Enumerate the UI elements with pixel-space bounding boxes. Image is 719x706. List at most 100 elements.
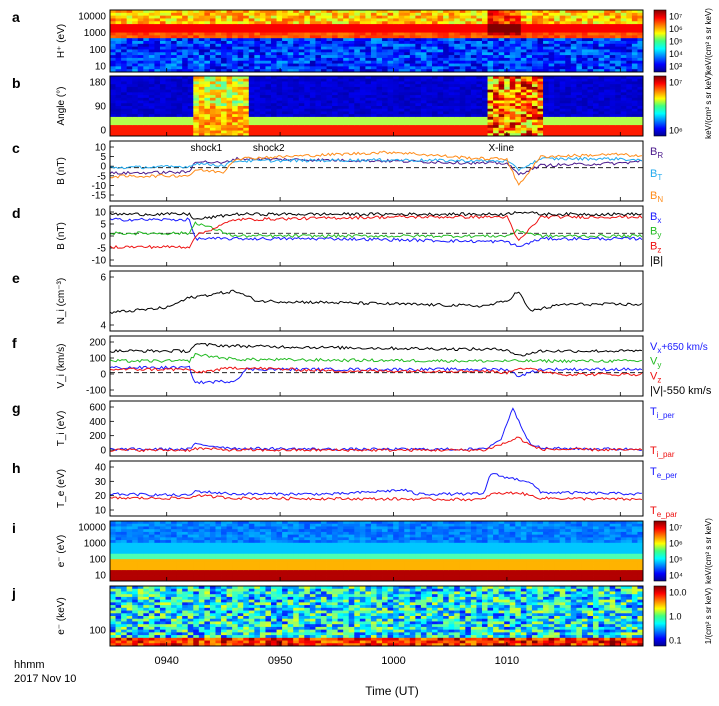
heatmap-cell: [121, 130, 128, 134]
heatmap-cell: [182, 18, 189, 22]
heatmap-cell: [115, 548, 122, 552]
heatmap-cell: [148, 572, 155, 576]
heatmap-cell: [282, 127, 289, 131]
heatmap-cell: [404, 52, 411, 56]
heatmap-cell: [376, 21, 383, 25]
heatmap-cell: [515, 10, 522, 14]
heatmap-cell: [298, 103, 305, 107]
heatmap-cell: [198, 567, 205, 571]
heatmap-cell: [443, 86, 450, 91]
heatmap-cell: [176, 567, 183, 571]
heatmap-cell: [293, 46, 300, 50]
heatmap-cell: [404, 116, 411, 121]
heatmap-cell: [204, 116, 211, 121]
heatmap-cell: [320, 108, 327, 112]
heatmap-cell: [159, 26, 166, 31]
heatmap-cell: [348, 95, 355, 99]
heatmap-cell: [432, 52, 438, 56]
heatmap-cell: [493, 69, 500, 73]
panel-frame-f: [109, 335, 644, 397]
heatmap-cell: [354, 78, 361, 82]
heatmap-cell: [526, 111, 533, 115]
heatmap-cell: [171, 76, 178, 80]
heatmap-cell: [409, 76, 416, 80]
heatmap-cell: [259, 111, 266, 115]
heatmap-cell: [470, 41, 477, 45]
heatmap-cell: [332, 46, 339, 50]
heatmap-cell: [493, 81, 500, 85]
heatmap-cell: [215, 553, 222, 557]
heatmap-cell: [326, 57, 333, 62]
heatmap-cell: [432, 106, 438, 110]
heatmap-cell: [215, 26, 222, 31]
heatmap-cell: [326, 76, 333, 80]
heatmap-cell: [515, 81, 522, 85]
heatmap-cell: [176, 89, 183, 93]
heatmap-cell: [481, 29, 488, 33]
heatmap-cell: [209, 542, 216, 546]
heatmap-cell: [432, 133, 438, 137]
heatmap-cell: [631, 57, 638, 62]
heatmap-cell: [593, 130, 599, 134]
heatmap-cell: [309, 111, 316, 115]
heatmap-cell: [609, 78, 616, 82]
heatmap-cell: [426, 63, 433, 67]
heatmap-cell: [554, 108, 561, 112]
heatmap-cell: [204, 534, 211, 538]
heatmap-cell: [476, 63, 483, 67]
heatmap-cell: [443, 95, 450, 99]
heatmap-cell: [432, 116, 438, 121]
heatmap-cell: [465, 95, 472, 99]
heatmap-cell: [171, 537, 178, 541]
heatmap-cell: [171, 575, 178, 579]
heatmap-cell: [110, 24, 116, 28]
heatmap-cell: [593, 133, 599, 137]
heatmap-cell: [420, 29, 427, 33]
heatmap-cell: [454, 69, 461, 73]
heatmap-cell: [215, 41, 222, 45]
heatmap-cell: [615, 92, 622, 96]
heatmap-cell: [237, 57, 244, 62]
heatmap-cell: [531, 92, 538, 96]
heatmap-cell: [637, 133, 644, 137]
heatmap-cell: [165, 10, 172, 14]
heatmap-cell: [565, 29, 572, 33]
heatmap-cell: [337, 69, 344, 73]
heatmap-cell: [526, 35, 533, 39]
heatmap-cell: [476, 133, 483, 137]
heatmap-cell: [320, 21, 327, 25]
heatmap-cell: [226, 43, 233, 48]
heatmap-cell: [243, 122, 250, 126]
heatmap-cell: [637, 103, 644, 107]
heatmap-cell: [132, 106, 139, 110]
heatmap-cell: [415, 57, 422, 62]
heatmap-cell: [587, 84, 594, 88]
heatmap-cell: [326, 122, 333, 126]
heatmap-cell: [137, 103, 144, 107]
heatmap-cell: [159, 24, 166, 28]
heatmap-cell: [581, 12, 588, 17]
heatmap-cell: [598, 29, 605, 33]
heatmap-cell: [493, 21, 500, 25]
heatmap-cell: [298, 63, 305, 67]
heatmap-cell: [259, 24, 266, 28]
heatmap-cell: [320, 103, 327, 107]
y-tick-label-g-3: 0: [100, 446, 106, 457]
heatmap-cell: [143, 97, 150, 101]
heatmap-cell: [504, 12, 511, 17]
heatmap-cell: [620, 26, 627, 31]
heatmap-cell: [382, 127, 388, 131]
heatmap-cell: [359, 69, 366, 73]
heatmap-cell: [326, 10, 333, 14]
heatmap-cell: [593, 78, 599, 82]
heatmap-cell: [159, 32, 166, 36]
heatmap-cell: [176, 122, 183, 126]
heatmap-cell: [221, 537, 227, 541]
heatmap-cell: [193, 130, 200, 134]
heatmap-cell: [165, 133, 172, 137]
heatmap-cell: [415, 97, 422, 101]
heatmap-cell: [148, 523, 155, 527]
heatmap-cell: [404, 100, 411, 104]
heatmap-cell: [437, 57, 444, 62]
